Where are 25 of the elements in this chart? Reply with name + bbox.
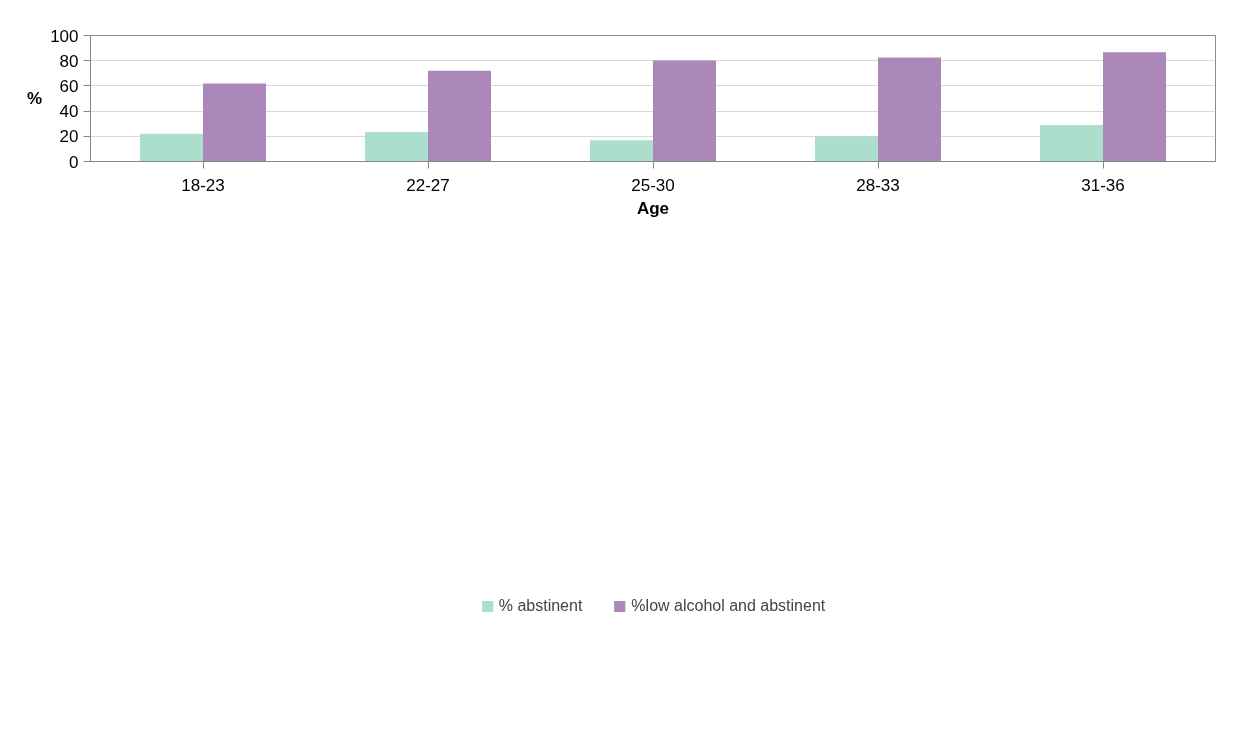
legend-label: %low alcohol and abstinent — [631, 596, 826, 615]
x-tick-label: 18-23 — [181, 175, 225, 195]
x-tick-label: 31-36 — [1081, 175, 1125, 195]
bar — [815, 136, 878, 162]
x-tick-label: 25-30 — [631, 175, 675, 195]
x-tick-label: 22-27 — [406, 175, 450, 195]
bar — [428, 70, 491, 162]
x-tick-label: 28-33 — [856, 175, 900, 195]
bar — [878, 57, 941, 162]
y-tick-label: 40 — [59, 102, 79, 122]
y-tick-label: 0 — [69, 152, 79, 172]
y-tick-label: 60 — [59, 76, 79, 96]
bar — [1103, 52, 1166, 162]
bar — [1040, 124, 1103, 162]
legend-label: % abstinent — [498, 596, 583, 615]
bar — [365, 132, 428, 162]
y-tick-label: 100 — [50, 26, 79, 46]
y-axis-title: % — [27, 89, 43, 108]
x-axis-title: Age — [636, 198, 670, 218]
y-tick-label: 80 — [59, 51, 79, 71]
bar — [203, 83, 266, 162]
bar — [653, 60, 716, 162]
y-tick-label: 20 — [59, 127, 79, 147]
bar — [140, 133, 203, 162]
bar — [590, 140, 653, 162]
